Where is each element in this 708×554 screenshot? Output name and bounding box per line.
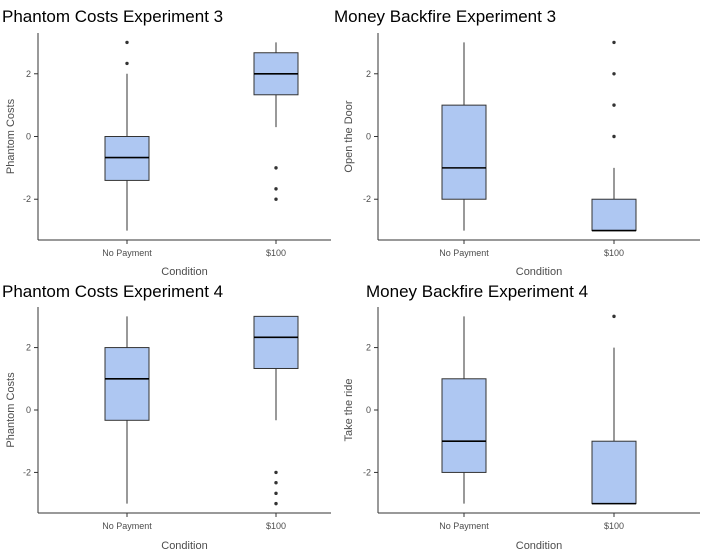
chart-title: Money Backfire Experiment 3: [334, 7, 556, 26]
x-tick-label: $100: [604, 248, 624, 258]
y-tick-label: 2: [366, 69, 371, 79]
chart-panel-4: Money Backfire Experiment 4 -2 0 2 No Paymen…: [343, 282, 700, 552]
box-no-payment: [104, 40, 150, 231]
y-tick-label: -2: [23, 194, 31, 204]
x-tick-label: $100: [604, 521, 624, 531]
box-payment-100: [591, 40, 637, 232]
chart-title: Phantom Costs Experiment 4: [2, 282, 223, 301]
x-tick-label: No Payment: [439, 248, 489, 258]
x-axis-label: Condition: [161, 266, 207, 278]
outlier-point: [274, 491, 278, 496]
box-payment-100: [253, 315, 299, 506]
box-no-payment: [441, 42, 487, 231]
x-tick-label: No Payment: [439, 521, 489, 531]
box-payment-100: [253, 42, 299, 201]
x-axis-label: Condition: [161, 540, 207, 552]
y-axis-label: Phantom Costs: [5, 98, 17, 174]
outlier-point: [612, 72, 616, 76]
chart-panel-3: Phantom Costs Experiment 4 -2 0 2 No Payment…: [2, 282, 331, 552]
outlier-point: [274, 470, 278, 475]
y-tick-label: 2: [26, 343, 31, 353]
outlier-point: [125, 40, 129, 45]
iqr-box: [441, 104, 487, 200]
outlier-point: [612, 314, 616, 319]
outlier-point: [274, 187, 278, 191]
chart-title: Phantom Costs Experiment 3: [2, 7, 223, 26]
y-tick-label: -2: [23, 467, 31, 477]
y-tick-label: 0: [26, 132, 31, 142]
y-tick-label: 0: [366, 405, 371, 415]
iqr-box: [104, 347, 150, 421]
y-tick-label: -2: [363, 194, 371, 204]
outlier-point: [612, 134, 616, 139]
outlier-point: [274, 197, 278, 201]
y-tick-label: -2: [363, 467, 371, 477]
y-tick-label: 2: [26, 69, 31, 79]
y-tick-label: 2: [366, 343, 371, 353]
x-tick-label: No Payment: [102, 521, 152, 531]
iqr-box: [104, 136, 150, 181]
chart-title: Money Backfire Experiment 4: [366, 282, 588, 301]
chart-panel-1: Phantom Costs Experiment 3 -2 0 2 No Payment…: [2, 7, 331, 278]
y-tick-label: 0: [26, 405, 31, 415]
box-no-payment: [441, 316, 487, 504]
x-axis-label: Condition: [516, 540, 562, 552]
y-axis-label: Open the Door: [343, 100, 355, 172]
iqr-box: [591, 198, 637, 232]
outlier-point: [612, 103, 616, 107]
box-payment-100: [591, 314, 637, 505]
box-no-payment: [104, 316, 150, 504]
iqr-box: [591, 440, 637, 505]
outlier-point: [274, 501, 278, 506]
outlier-point: [612, 40, 616, 45]
y-axis-label: Take the ride: [343, 379, 355, 442]
x-axis-label: Condition: [516, 266, 562, 278]
x-tick-label: $100: [266, 521, 286, 531]
y-tick-label: 0: [366, 132, 371, 142]
outlier-point: [274, 166, 278, 170]
outlier-point: [274, 481, 278, 485]
iqr-box: [441, 378, 487, 473]
iqr-box: [253, 315, 299, 369]
x-tick-label: No Payment: [102, 248, 152, 258]
y-axis-label: Phantom Costs: [5, 372, 17, 448]
outlier-point: [125, 61, 129, 66]
x-tick-label: $100: [266, 248, 286, 258]
chart-panel-2: Money Backfire Experiment 3 -2 0 2 No Paymen…: [334, 7, 700, 278]
